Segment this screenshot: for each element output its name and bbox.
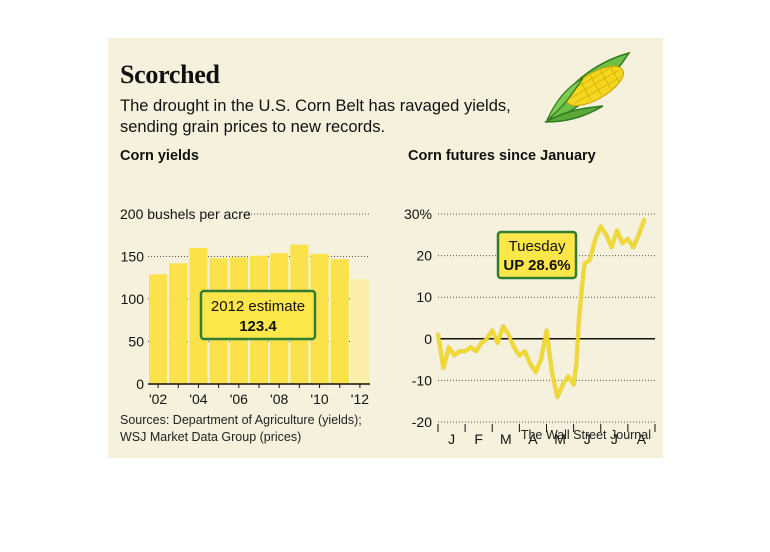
tuesday-callout-box (496, 230, 578, 280)
y-tick-label-30: 30% (404, 206, 432, 222)
sources-note: Sources: Department of Agriculture (yiel… (120, 412, 362, 446)
month-label-7: A (637, 431, 647, 447)
tuesday-callout-value: UP 28.6% (503, 257, 570, 274)
bar-2003 (169, 263, 188, 384)
graphic-title: Scorched (120, 60, 220, 89)
line-chart-title: Corn futures since January (408, 148, 596, 164)
y-tick-label-10: 10 (416, 289, 432, 305)
y-tick-label-50: 50 (128, 334, 144, 350)
month-label-6: J (611, 431, 618, 447)
x-tick-label-08: '08 (270, 391, 288, 407)
x-tick-label-02: '02 (149, 391, 167, 407)
month-label-1: F (474, 431, 483, 447)
futures-line (436, 218, 646, 399)
bar-2011 (330, 259, 349, 384)
x-tick-label-10: '10 (310, 391, 328, 407)
corn-cob-icon (544, 51, 631, 123)
y-tick-label--10: -10 (412, 372, 432, 388)
month-label-3: A (528, 431, 538, 447)
month-label-2: M (500, 431, 512, 447)
estimate-callout-label: 2012 estimate (211, 298, 305, 315)
estimate-callout-value: 123.4 (239, 318, 277, 335)
tuesday-callout-label: Tuesday (509, 238, 566, 255)
x-tick-label-06: '06 (230, 391, 248, 407)
estimate-callout-box (199, 289, 317, 341)
corn-yields-bar-chart: 200 bushels per acre 0 50 100 150 '02 '04 '06 '0… (120, 206, 370, 407)
y-tick-label--20: -20 (412, 414, 432, 430)
y-tick-label-0: 0 (424, 331, 432, 347)
bar-2004 (189, 248, 208, 384)
x-tick-label-04: '04 (189, 391, 207, 407)
source-line-1: Sources: Department of Agriculture (yiel… (120, 413, 362, 427)
month-label-5: J (584, 431, 591, 447)
y-tick-label-20: 20 (416, 248, 432, 264)
y-tick-label-100: 100 (121, 291, 145, 307)
y-tick-label-0: 0 (136, 376, 144, 392)
month-label-4: M (554, 431, 566, 447)
graphic-panel: Scorched The drought in the U.S. Corn Be… (108, 38, 663, 458)
y-tick-label-150: 150 (121, 249, 145, 265)
publisher-credit: The Wall Street Journal (520, 428, 651, 442)
bar-2002 (149, 274, 168, 384)
bar-2010 (310, 253, 329, 384)
bar-2012 (350, 279, 369, 384)
x-tick-label-12: '12 (351, 391, 369, 407)
month-label-0: J (448, 431, 455, 447)
bar-chart-title: Corn yields (120, 148, 199, 164)
y-axis-label: 200 bushels per acre (120, 206, 251, 222)
graphic-subtitle: The drought in the U.S. Corn Belt has ra… (120, 97, 511, 136)
source-line-2: WSJ Market Data Group (prices) (120, 430, 302, 444)
